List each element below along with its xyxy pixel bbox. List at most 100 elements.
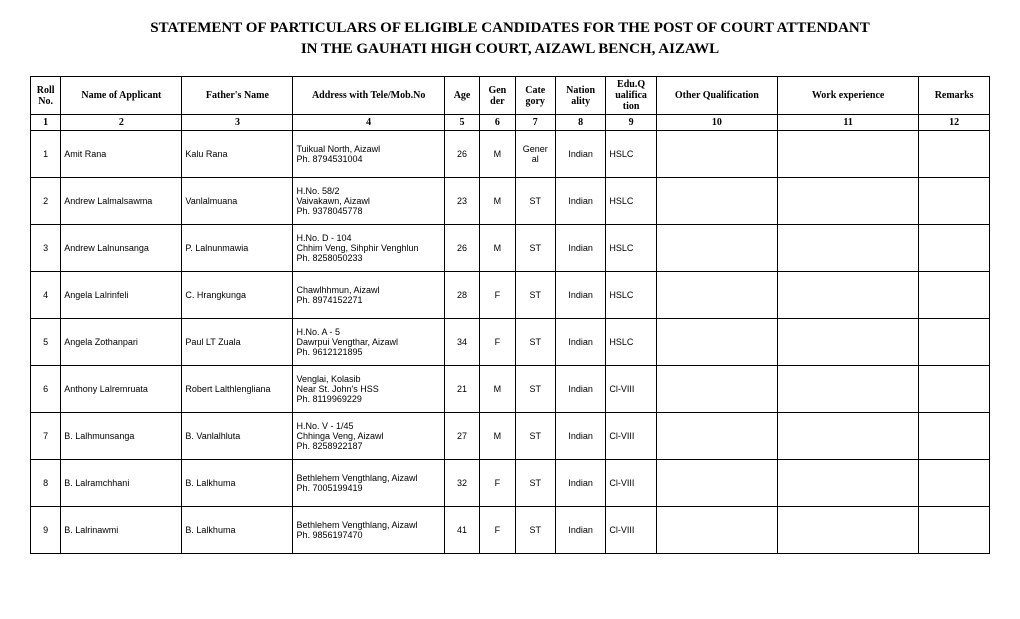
table-row: 1Amit RanaKalu RanaTuikual North, Aizawl…: [31, 131, 990, 178]
cell-roll: 6: [31, 366, 61, 413]
table-row: 2Andrew LalmalsawmaVanlalmuanaH.No. 58/2…: [31, 178, 990, 225]
cell-gender: M: [480, 413, 515, 460]
colnum-5: 5: [444, 115, 479, 131]
cell-name: Andrew Lalnunsanga: [61, 225, 182, 272]
cell-work: [777, 460, 918, 507]
cell-name: Angela Lalrinfeli: [61, 272, 182, 319]
cell-remarks: [919, 225, 990, 272]
cell-other: [656, 131, 777, 178]
cell-category: Gener al: [515, 131, 555, 178]
cell-address: H.No. 58/2Vaivakawn, AizawlPh. 937804577…: [293, 178, 444, 225]
cell-edu: Cl-VIII: [606, 460, 656, 507]
colnum-9: 9: [606, 115, 656, 131]
cell-gender: M: [480, 366, 515, 413]
col-edu: Edu.Q ualifica tion: [606, 77, 656, 115]
cell-nationality: Indian: [555, 366, 605, 413]
col-remarks: Remarks: [919, 77, 990, 115]
cell-other: [656, 366, 777, 413]
colnum-10: 10: [656, 115, 777, 131]
colnum-12: 12: [919, 115, 990, 131]
cell-address: Bethlehem Vengthlang, AizawlPh. 70051994…: [293, 460, 444, 507]
cell-age: 23: [444, 178, 479, 225]
cell-name: B. Lalhmunsanga: [61, 413, 182, 460]
cell-nationality: Indian: [555, 319, 605, 366]
colnum-7: 7: [515, 115, 555, 131]
cell-category: ST: [515, 319, 555, 366]
cell-category: ST: [515, 413, 555, 460]
cell-work: [777, 131, 918, 178]
cell-edu: HSLC: [606, 225, 656, 272]
cell-work: [777, 507, 918, 554]
cell-category: ST: [515, 178, 555, 225]
cell-roll: 2: [31, 178, 61, 225]
col-address: Address with Tele/Mob.No: [293, 77, 444, 115]
table-row: 7B. LalhmunsangaB. VanlalhlutaH.No. V - …: [31, 413, 990, 460]
cell-address: H.No. A - 5Dawrpui Vengthar, AizawlPh. 9…: [293, 319, 444, 366]
cell-edu: Cl-VIII: [606, 507, 656, 554]
page-title-line1: STATEMENT OF PARTICULARS OF ELIGIBLE CAN…: [30, 20, 990, 37]
table-row: 8B. LalramchhaniB. LalkhumaBethlehem Ven…: [31, 460, 990, 507]
cell-address: H.No. V - 1/45Chhinga Veng, AizawlPh. 82…: [293, 413, 444, 460]
cell-remarks: [919, 366, 990, 413]
cell-name: Andrew Lalmalsawma: [61, 178, 182, 225]
cell-father: C. Hrangkunga: [182, 272, 293, 319]
cell-gender: F: [480, 507, 515, 554]
cell-gender: F: [480, 272, 515, 319]
cell-age: 21: [444, 366, 479, 413]
cell-father: Robert Lalthlengliana: [182, 366, 293, 413]
cell-category: ST: [515, 366, 555, 413]
table-number-row: 1 2 3 4 5 6 7 8 9 10 11 12: [31, 115, 990, 131]
cell-remarks: [919, 272, 990, 319]
col-nationality: Nation ality: [555, 77, 605, 115]
cell-roll: 7: [31, 413, 61, 460]
cell-nationality: Indian: [555, 272, 605, 319]
cell-name: Amit Rana: [61, 131, 182, 178]
cell-age: 27: [444, 413, 479, 460]
cell-category: ST: [515, 507, 555, 554]
cell-category: ST: [515, 225, 555, 272]
cell-other: [656, 178, 777, 225]
cell-other: [656, 319, 777, 366]
cell-address: H.No. D - 104Chhim Veng, Sihphir Venghlu…: [293, 225, 444, 272]
cell-address: Bethlehem Vengthlang, AizawlPh. 98561974…: [293, 507, 444, 554]
cell-address: Tuikual North, AizawlPh. 8794531004: [293, 131, 444, 178]
cell-roll: 5: [31, 319, 61, 366]
cell-other: [656, 460, 777, 507]
colnum-6: 6: [480, 115, 515, 131]
cell-remarks: [919, 131, 990, 178]
table-row: 5Angela ZothanpariPaul LT ZualaH.No. A -…: [31, 319, 990, 366]
cell-edu: Cl-VIII: [606, 413, 656, 460]
cell-nationality: Indian: [555, 178, 605, 225]
cell-age: 32: [444, 460, 479, 507]
cell-roll: 1: [31, 131, 61, 178]
cell-gender: F: [480, 319, 515, 366]
cell-work: [777, 413, 918, 460]
cell-roll: 8: [31, 460, 61, 507]
table-header-row: Roll No. Name of Applicant Father's Name…: [31, 77, 990, 115]
cell-nationality: Indian: [555, 131, 605, 178]
cell-roll: 3: [31, 225, 61, 272]
colnum-11: 11: [777, 115, 918, 131]
col-work: Work experience: [777, 77, 918, 115]
cell-age: 41: [444, 507, 479, 554]
cell-edu: HSLC: [606, 131, 656, 178]
cell-edu: Cl-VIII: [606, 366, 656, 413]
cell-edu: HSLC: [606, 272, 656, 319]
colnum-8: 8: [555, 115, 605, 131]
cell-roll: 9: [31, 507, 61, 554]
cell-address: Venglai, KolasibNear St. John's HSSPh. 8…: [293, 366, 444, 413]
cell-remarks: [919, 319, 990, 366]
col-father: Father's Name: [182, 77, 293, 115]
table-row: 3Andrew LalnunsangaP. LalnunmawiaH.No. D…: [31, 225, 990, 272]
cell-edu: HSLC: [606, 319, 656, 366]
candidates-table: Roll No. Name of Applicant Father's Name…: [30, 76, 990, 554]
cell-age: 34: [444, 319, 479, 366]
cell-nationality: Indian: [555, 507, 605, 554]
table-row: 6Anthony LalremruataRobert Lalthlenglian…: [31, 366, 990, 413]
col-name: Name of Applicant: [61, 77, 182, 115]
col-age: Age: [444, 77, 479, 115]
cell-father: Vanlalmuana: [182, 178, 293, 225]
cell-name: B. Lalrinawmi: [61, 507, 182, 554]
cell-father: B. Lalkhuma: [182, 507, 293, 554]
cell-nationality: Indian: [555, 460, 605, 507]
